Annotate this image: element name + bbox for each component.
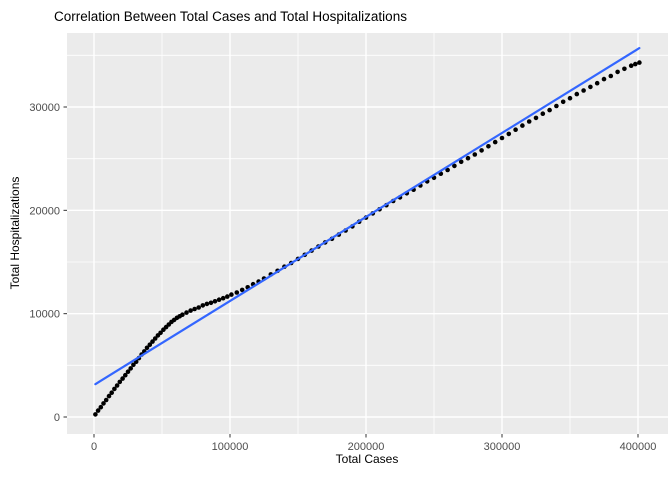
scatter-point [208,300,214,306]
y-tick-label: 20000 [29,205,60,217]
scatter-point [106,393,112,399]
scatter-point [220,295,226,301]
minor-gridlines [67,33,668,434]
y-axis-tick-labels: 0 10000 20000 30000 [29,102,60,424]
scatter-point [506,131,512,137]
scatter-point [567,95,573,101]
y-axis-title: Total Hospitalizations [8,177,22,290]
trend-line [94,47,641,386]
scatter-point [234,290,240,295]
scatter-point [192,306,197,312]
regression-line [94,47,641,386]
scatter-point [152,336,158,341]
scatter-point [180,312,185,318]
x-tick-label: 400000 [620,441,657,453]
scatter-point [212,299,218,304]
scatter-point [560,99,566,105]
scatter-point [520,123,525,128]
scatter-point [472,152,478,157]
scatter-point [188,308,193,313]
scatter-point [109,390,114,396]
scatter-point [239,287,245,293]
scatter-point [123,372,128,378]
x-axis-title: Total Cases [336,452,399,466]
scatter-point [150,339,155,344]
scatter-point [445,167,450,173]
y-tick-label: 10000 [29,309,60,321]
chart-title: Correlation Between Total Cases and Tota… [54,9,407,24]
scatter-point [101,401,106,406]
y-tick-label: 0 [54,412,60,424]
scatter-point [526,119,532,124]
scatter-point [554,103,559,109]
scatter-point [465,155,471,161]
scatter-point [147,342,153,348]
scatter-point [458,159,464,165]
scatter-point [114,383,120,388]
scatter-point [581,88,586,93]
scatter-point [93,412,98,417]
scatter-point [533,115,539,121]
x-tick-label: 100000 [212,441,249,453]
scatter-point [492,139,498,145]
axis-tick-marks [63,106,639,438]
x-axis-tick-labels: 0 100000 200000 300000 400000 [91,441,656,453]
plot-panel [67,33,668,434]
scatter-point [479,148,484,153]
scatter-point [98,404,104,410]
y-tick-label: 30000 [29,102,60,114]
scatter-point [144,345,150,351]
scatter-point [95,408,101,413]
scatter-point [125,369,131,375]
x-tick-label: 0 [91,441,97,453]
scatter-point [128,366,133,371]
scatter-point [131,362,136,368]
scatter-point [594,80,600,86]
scatter-point [615,69,620,75]
scatter-point [513,127,518,132]
scatter-point [200,303,206,308]
scatter-point [547,107,552,113]
scatter-point [588,84,593,90]
scatter-point [120,376,125,381]
scatter-point [628,63,634,68]
scatter-point [601,76,607,82]
scatter-point [608,73,614,79]
x-tick-label: 200000 [348,441,385,453]
scatter-point [540,111,546,116]
scatter-point [499,135,505,141]
scatter-point [204,301,210,307]
scatter-point [112,386,117,392]
scatter-point [622,66,627,72]
scatter-point [103,397,109,403]
scatter-point [216,297,222,303]
scatter-point [486,144,491,149]
scatter-point [229,292,234,297]
scatter-point [633,61,638,67]
scatter-point [196,305,201,310]
major-gridlines [67,33,668,434]
scatter-point [117,379,123,385]
scatter-point [637,60,642,65]
scatter-point [184,310,189,315]
scatter-point [225,294,230,299]
x-tick-label: 300000 [484,441,521,453]
scatter-point [158,330,163,336]
scatter-point [574,91,580,97]
scatter-point [452,163,457,169]
